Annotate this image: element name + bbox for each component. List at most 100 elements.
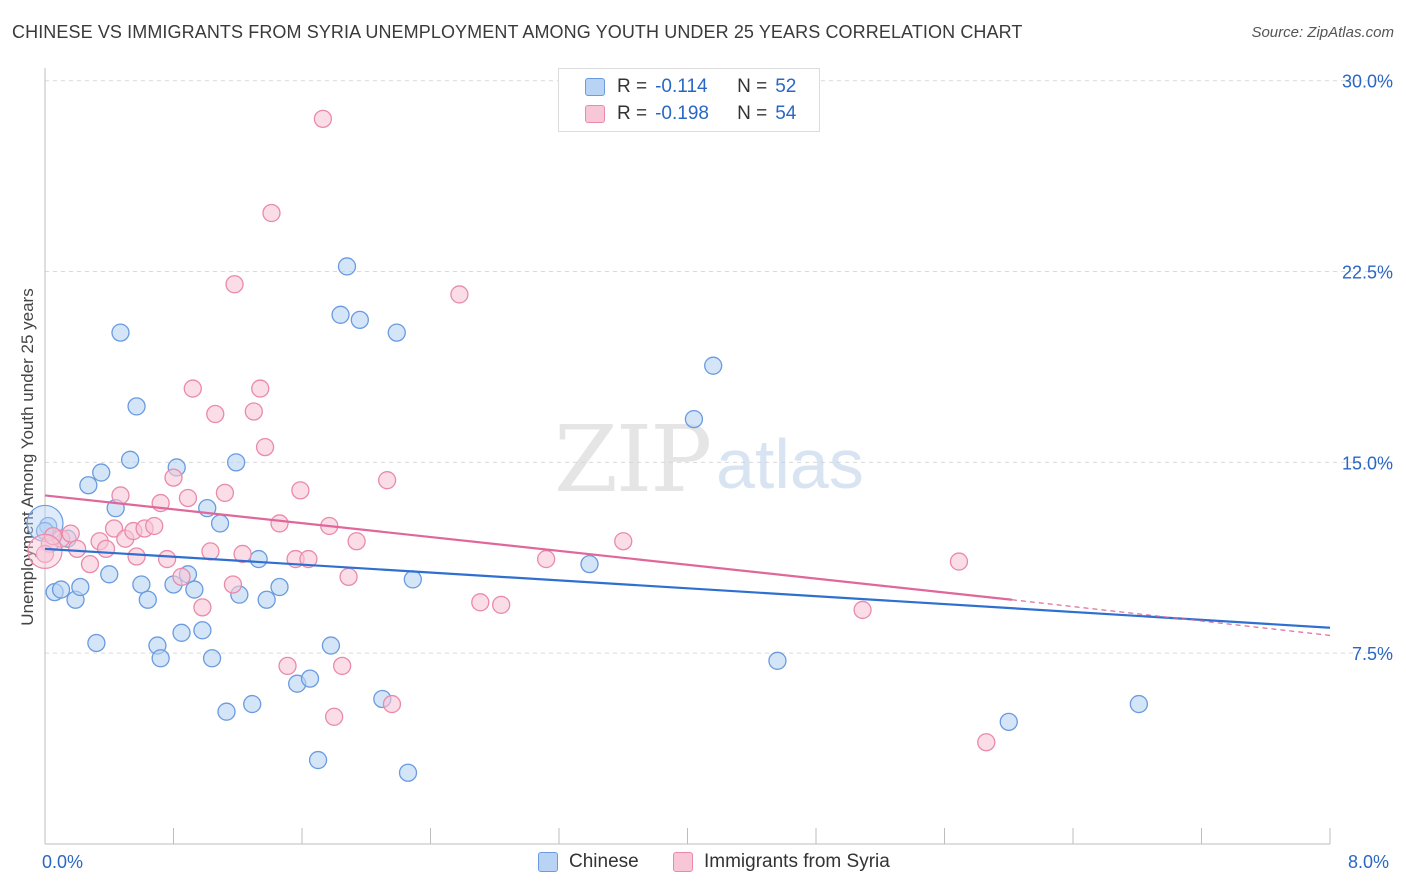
- legend-swatch-syria: [585, 105, 605, 123]
- syria-point: [104, 519, 124, 538]
- syria-point: [233, 544, 252, 564]
- chinese-point: [398, 763, 418, 782]
- y-tick-label: 7.5%: [1352, 644, 1393, 664]
- chinese-point: [79, 476, 98, 495]
- syria-point: [313, 109, 333, 129]
- chinese-point: [331, 305, 350, 324]
- chinese-point: [92, 463, 111, 482]
- series-legend: Chinese Immigrants from Syria: [0, 851, 1406, 877]
- chinese-point: [202, 649, 222, 668]
- series-legend-syria[interactable]: Immigrants from Syria: [673, 851, 890, 873]
- chinese-point: [1129, 694, 1149, 714]
- series-swatch-chinese: [538, 852, 558, 872]
- chinese-point: [580, 554, 599, 574]
- syria-point: [347, 532, 366, 551]
- chinese-point: [151, 649, 170, 668]
- syria-point: [225, 275, 244, 294]
- chinese-point: [185, 580, 204, 599]
- syria-point: [206, 404, 225, 424]
- syria-point: [450, 285, 469, 304]
- series-legend-chinese[interactable]: Chinese: [538, 851, 639, 873]
- syria-point: [157, 549, 177, 569]
- syria-point: [127, 547, 146, 566]
- syria-point: [223, 575, 243, 594]
- stats-legend: R = -0.114 N = 52 R = -0.198 N = 54: [558, 68, 820, 132]
- syria-point: [67, 539, 87, 559]
- chinese-point: [350, 310, 369, 330]
- syria-point: [164, 468, 183, 487]
- syria-point: [255, 437, 275, 457]
- x-tick-min: 0.0%: [42, 852, 84, 872]
- chinese-point: [257, 590, 276, 609]
- chinese-point: [684, 409, 704, 429]
- syria-point: [949, 552, 969, 571]
- legend-n-label: N =: [737, 76, 768, 97]
- syria-point: [324, 707, 344, 726]
- syria-point-large: [27, 533, 63, 570]
- chinese-point: [768, 651, 787, 670]
- syria-point: [111, 486, 130, 505]
- syria-point: [193, 598, 212, 617]
- y-tick-label: 15.0%: [1342, 453, 1393, 473]
- watermark-atlas: atlas: [716, 425, 864, 503]
- syria-point: [299, 549, 318, 569]
- watermark-zip: ZIP: [554, 406, 710, 513]
- source-label: Source: ZipAtlas.com: [1251, 24, 1394, 41]
- syria-point: [61, 524, 80, 543]
- chinese-point: [387, 323, 406, 342]
- x-tick-max: 8.0%: [1348, 852, 1390, 872]
- syria-point: [377, 471, 397, 490]
- syria-point: [178, 488, 198, 508]
- legend-r-value: -0.198: [655, 103, 709, 124]
- syria-point: [183, 379, 202, 398]
- gridlines: [45, 80, 1392, 654]
- syria-point: [291, 481, 310, 500]
- legend-r-value: -0.114: [655, 76, 708, 97]
- syria-point: [262, 203, 281, 223]
- y-tick-label: 22.5%: [1342, 263, 1393, 283]
- syria-point: [614, 532, 633, 551]
- syria-point: [80, 554, 100, 574]
- axes: [44, 68, 1331, 845]
- chinese-point: [51, 580, 71, 599]
- chinese-point: [217, 702, 236, 721]
- chart-title: CHINESE VS IMMIGRANTS FROM SYRIA UNEMPLO…: [12, 22, 1023, 42]
- syria-point: [853, 600, 872, 620]
- chinese-point: [321, 636, 341, 655]
- chinese-point: [127, 397, 146, 416]
- syria-point: [278, 656, 297, 676]
- y-tick-labels: 7.5% 15.0% 22.5% 30.0%: [1342, 72, 1393, 664]
- chinese-point: [999, 712, 1018, 732]
- legend-n-value: 54: [775, 103, 797, 124]
- chinese-point: [337, 257, 357, 276]
- syria-point: [96, 539, 116, 559]
- series-swatch-syria: [673, 852, 693, 872]
- chinese-points: [26, 257, 1149, 782]
- chinese-point: [132, 575, 151, 594]
- chinese-point: [71, 577, 90, 597]
- syria-point: [492, 595, 511, 614]
- syria-point: [172, 567, 191, 587]
- chinese-point: [100, 565, 119, 584]
- syria-point: [215, 483, 235, 503]
- chinese-point: [403, 570, 422, 589]
- chinese-point: [87, 633, 106, 653]
- chinese-point: [120, 450, 140, 469]
- chinese-point: [249, 549, 268, 569]
- syria-point: [270, 514, 289, 533]
- chinese-point: [308, 750, 328, 770]
- syria-point: [471, 593, 490, 612]
- syria-point: [145, 516, 164, 536]
- legend-n-value: 52: [775, 76, 797, 97]
- legend-swatch-chinese: [585, 78, 605, 96]
- y-tick-label: 30.0%: [1342, 72, 1393, 92]
- syria-point: [333, 656, 352, 676]
- syria-point: [382, 694, 402, 714]
- chinese-point: [193, 621, 212, 640]
- chinese-point: [243, 694, 262, 714]
- chinese-point: [172, 623, 191, 642]
- syria-point: [977, 733, 996, 752]
- chinese-trend-line: [44, 547, 1331, 629]
- syria-point: [244, 402, 263, 421]
